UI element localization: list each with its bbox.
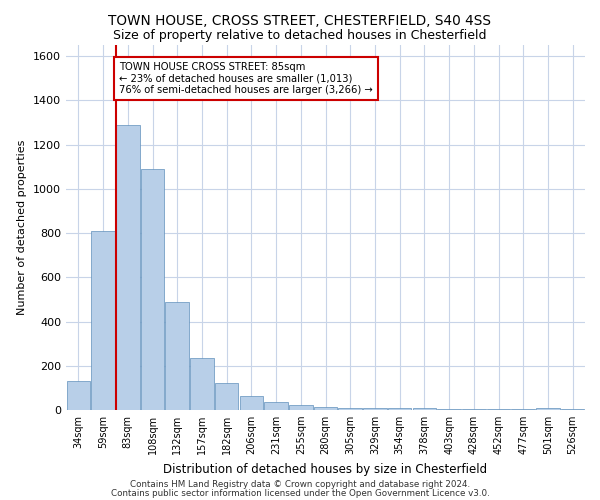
Bar — [511, 409, 535, 410]
Bar — [462, 409, 485, 410]
Bar — [487, 409, 510, 410]
Bar — [413, 408, 436, 410]
Text: TOWN HOUSE CROSS STREET: 85sqm
← 23% of detached houses are smaller (1,013)
76% : TOWN HOUSE CROSS STREET: 85sqm ← 23% of … — [119, 62, 373, 95]
Bar — [437, 409, 461, 410]
Text: Contains public sector information licensed under the Open Government Licence v3: Contains public sector information licen… — [110, 488, 490, 498]
Y-axis label: Number of detached properties: Number of detached properties — [17, 140, 28, 315]
Bar — [314, 408, 337, 410]
Bar — [561, 409, 584, 410]
Text: Contains HM Land Registry data © Crown copyright and database right 2024.: Contains HM Land Registry data © Crown c… — [130, 480, 470, 489]
Bar — [116, 124, 140, 410]
Bar — [388, 408, 412, 410]
Text: TOWN HOUSE, CROSS STREET, CHESTERFIELD, S40 4SS: TOWN HOUSE, CROSS STREET, CHESTERFIELD, … — [109, 14, 491, 28]
Bar — [289, 405, 313, 410]
Text: Size of property relative to detached houses in Chesterfield: Size of property relative to detached ho… — [113, 29, 487, 42]
Bar — [166, 302, 189, 410]
Bar — [67, 381, 90, 410]
Bar — [190, 358, 214, 410]
X-axis label: Distribution of detached houses by size in Chesterfield: Distribution of detached houses by size … — [163, 462, 488, 475]
Bar — [265, 402, 288, 410]
Bar — [239, 396, 263, 410]
Bar — [338, 408, 362, 410]
Bar — [91, 231, 115, 410]
Bar — [141, 169, 164, 410]
Bar — [363, 408, 386, 410]
Bar — [536, 408, 560, 410]
Bar — [215, 384, 238, 410]
